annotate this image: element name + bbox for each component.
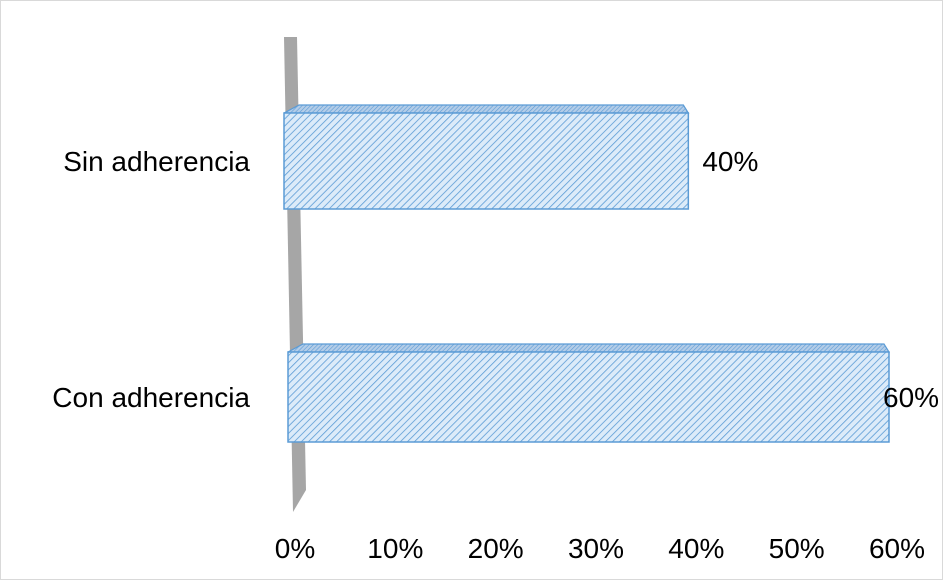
data-label: 60% (883, 382, 939, 413)
bar-con-adherencia (287, 343, 891, 443)
x-tick-label: 20% (468, 533, 524, 564)
category-label: Con adherencia (52, 382, 250, 413)
x-tick-label: 10% (367, 533, 423, 564)
category-label: Sin adherencia (63, 146, 250, 177)
x-tick-label: 60% (869, 533, 925, 564)
bar-top-face (283, 104, 690, 114)
x-tick-label: 30% (568, 533, 624, 564)
x-tick-label: 40% (668, 533, 724, 564)
bar-sin-adherencia (283, 104, 690, 210)
bar-front-face (283, 112, 690, 210)
bar-top-face (287, 343, 891, 353)
x-tick-label: 50% (769, 533, 825, 564)
data-label: 40% (702, 146, 758, 177)
x-tick-label: 0% (275, 533, 315, 564)
bar-front-face (287, 351, 890, 443)
